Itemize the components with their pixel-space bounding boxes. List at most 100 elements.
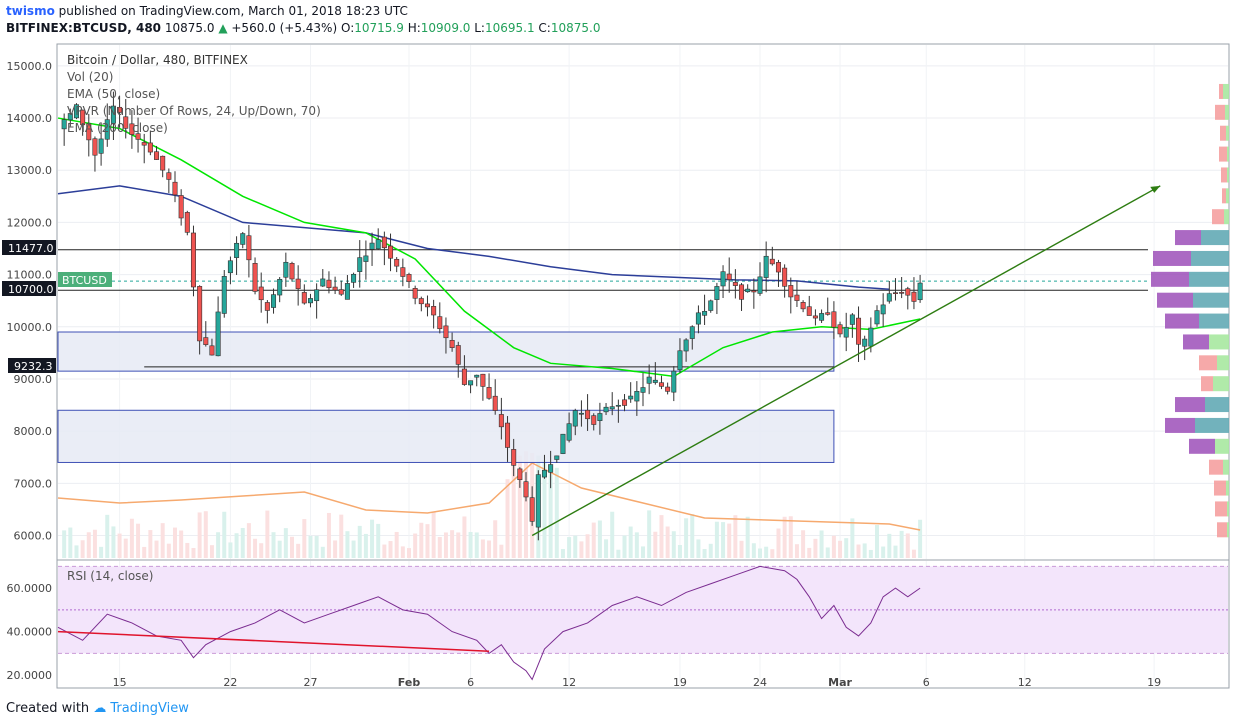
x-axis[interactable]: 15 22 27 Feb 6 12 19 24 Mar 6 12 19 bbox=[113, 676, 1162, 689]
candle-down bbox=[184, 212, 190, 233]
volume-bar bbox=[517, 455, 522, 558]
y-axis[interactable]: 15000.0 14000.0 13000.0 12000.0 11000.0 10000… bbox=[7, 60, 53, 682]
vpvr-down-bar bbox=[1165, 417, 1195, 433]
candle-up bbox=[843, 327, 849, 338]
candle-up bbox=[104, 119, 110, 140]
candles bbox=[61, 91, 923, 541]
candle-down bbox=[769, 258, 775, 265]
candle-down bbox=[492, 395, 498, 411]
candle-up bbox=[283, 261, 289, 278]
candle-down bbox=[394, 258, 400, 267]
volume-bar bbox=[665, 526, 670, 558]
volume-bar bbox=[653, 531, 658, 558]
volume-bar bbox=[283, 528, 288, 558]
candle-down bbox=[486, 387, 492, 399]
candle-down bbox=[178, 195, 184, 219]
volume-bar bbox=[868, 549, 873, 558]
volume-bar bbox=[862, 543, 867, 558]
volume-bars bbox=[57, 451, 923, 558]
candle-down bbox=[461, 368, 467, 385]
candle-down bbox=[800, 302, 806, 310]
volume-bar bbox=[671, 531, 676, 558]
candle-up bbox=[554, 455, 560, 460]
vpvr-down-bar bbox=[1219, 83, 1223, 99]
volume-bar bbox=[166, 543, 171, 558]
vpvr-down-bar bbox=[1183, 334, 1209, 350]
legend-series: Bitcoin / Dollar, 480, BITFINEX bbox=[67, 53, 248, 67]
volume-bar bbox=[739, 540, 744, 558]
volume-bar bbox=[339, 514, 344, 558]
legend-ema200: EMA (200, close) bbox=[67, 121, 168, 135]
candle-up bbox=[227, 260, 233, 274]
candle-up bbox=[375, 239, 381, 250]
volume-bar bbox=[111, 526, 116, 558]
volume-bar bbox=[68, 527, 73, 558]
candle-up bbox=[745, 288, 751, 293]
y-tick-label: 15000.0 bbox=[7, 60, 53, 73]
volume-bar bbox=[326, 512, 331, 558]
y-tick-label: 8000.0 bbox=[14, 425, 53, 438]
candle-down bbox=[203, 337, 209, 345]
vpvr-down-bar bbox=[1219, 146, 1227, 162]
volume-profile bbox=[1151, 83, 1229, 538]
candle-down bbox=[806, 306, 812, 316]
candle-down bbox=[794, 294, 800, 301]
trendline[interactable] bbox=[531, 185, 1161, 537]
volume-bar bbox=[228, 542, 233, 558]
candle-up bbox=[757, 276, 763, 294]
volume-bar bbox=[382, 544, 387, 558]
volume-bar bbox=[585, 534, 590, 558]
candle-up bbox=[474, 374, 480, 378]
volume-bar bbox=[400, 546, 405, 558]
volume-bar bbox=[499, 544, 504, 558]
candle-down bbox=[856, 317, 862, 345]
candle-up bbox=[67, 113, 73, 121]
x-tick-label: 27 bbox=[303, 676, 317, 689]
volume-bar bbox=[74, 545, 79, 558]
candle-down bbox=[665, 386, 671, 392]
volume-bar bbox=[253, 538, 258, 558]
legend-vpvr: VPVR (Number Of Rows, 24, Up/Down, 70) bbox=[67, 104, 321, 118]
volume-bar bbox=[567, 537, 572, 558]
candle-up bbox=[369, 242, 375, 250]
candle-down bbox=[406, 274, 412, 282]
tradingview-link[interactable]: TradingView bbox=[110, 701, 189, 716]
candle-up bbox=[221, 276, 227, 314]
volume-bar bbox=[407, 548, 411, 558]
candle-down bbox=[837, 324, 843, 335]
volume-bar bbox=[918, 519, 923, 558]
x-tick-label: 6 bbox=[467, 676, 474, 689]
volume-bar bbox=[911, 549, 916, 558]
symbol-tag-bg bbox=[58, 272, 112, 287]
candle-up bbox=[234, 242, 240, 258]
candle-down bbox=[295, 278, 301, 289]
created-with: Created with bbox=[6, 701, 90, 716]
candle-down bbox=[252, 263, 258, 292]
volume-bar bbox=[788, 516, 793, 558]
volume-bar bbox=[893, 545, 898, 558]
candle-down bbox=[911, 291, 917, 302]
vpvr-down-bar bbox=[1212, 209, 1224, 225]
author-link[interactable]: twismo bbox=[6, 4, 55, 18]
candle-down bbox=[129, 123, 135, 135]
vpvr-up-bar bbox=[1195, 417, 1229, 433]
candle-down bbox=[388, 245, 394, 259]
volume-bar bbox=[616, 549, 621, 558]
y-tick-label: 6000.0 bbox=[14, 530, 53, 543]
candle-down bbox=[197, 286, 203, 342]
candle-up bbox=[541, 469, 547, 478]
rsi-pane-frame bbox=[56, 559, 1230, 689]
x-tick-label: 24 bbox=[753, 676, 767, 689]
volume-bar bbox=[271, 532, 276, 558]
vpvr-down-bar bbox=[1221, 167, 1227, 183]
candle-down bbox=[172, 181, 178, 196]
volume-bar bbox=[708, 543, 713, 558]
candle-up bbox=[98, 138, 104, 154]
candle-down bbox=[326, 279, 332, 289]
volume-bar bbox=[591, 522, 596, 558]
volume-bar bbox=[437, 537, 442, 558]
price-change: +560.0 (+5.43%) bbox=[231, 21, 338, 35]
x-tick-label: 12 bbox=[1018, 676, 1032, 689]
volume-bar bbox=[511, 459, 516, 558]
